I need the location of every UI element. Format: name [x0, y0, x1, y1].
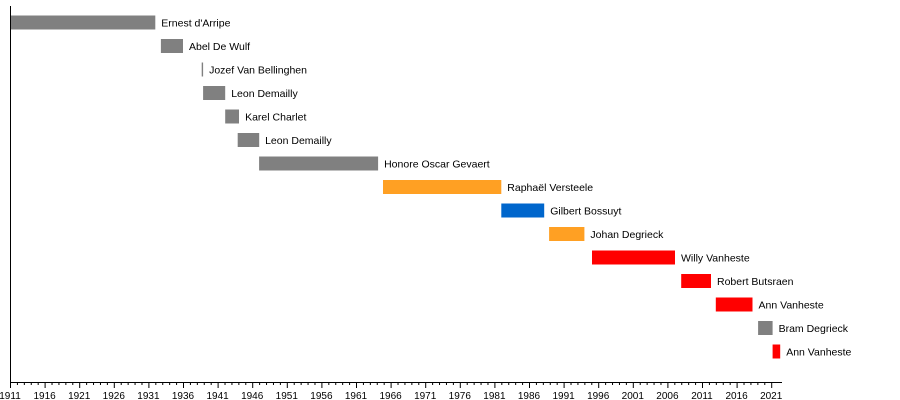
x-tick-label: 1996 [587, 391, 610, 400]
x-tick-label: 1976 [449, 391, 472, 400]
timeline-bar [681, 274, 711, 288]
bar-label: Gilbert Bossuyt [550, 205, 621, 217]
bar-label: Ernest d'Arripe [161, 17, 230, 29]
x-tick-label: 2016 [725, 391, 748, 400]
x-tick-label: 1946 [241, 391, 264, 400]
x-tick-label: 1931 [137, 391, 160, 400]
x-tick-label: 1951 [276, 391, 299, 400]
x-tick-label: 2006 [656, 391, 679, 400]
x-tick-label: 2021 [760, 391, 783, 400]
x-tick-label: 1986 [518, 391, 541, 400]
timeline-bar [772, 344, 781, 359]
timeline-bar [501, 203, 545, 218]
x-ticks-group: 1911 1916 1921 1926 1931 1936 1941 1946 1951 1956… [0, 382, 783, 400]
x-tick-label: 1936 [172, 391, 195, 400]
bar-label: Karel Charlet [245, 111, 306, 123]
timeline-bar [10, 15, 156, 30]
labels-group: Ernest d'Arripe Abel De Wulf Jozef Van Bel… [161, 17, 851, 358]
bar-label: Leon Demailly [231, 88, 298, 100]
x-tick-label: 1911 [0, 391, 21, 400]
timeline-bar [203, 86, 226, 100]
timeline-bar [758, 321, 773, 335]
timeline-bar [549, 227, 585, 241]
x-tick-label: 1956 [310, 391, 333, 400]
bar-label: Leon Demailly [265, 135, 332, 147]
x-tick-label: 2001 [622, 391, 645, 400]
bars-group [10, 15, 781, 359]
timeline-bar [259, 156, 379, 171]
x-tick-label: 1916 [33, 391, 56, 400]
timeline-bar [225, 109, 239, 124]
bar-label: Johan Degrieck [590, 229, 664, 241]
x-tick-label: 1926 [103, 391, 126, 400]
bar-label: Willy Vanheste [681, 252, 750, 264]
timeline-bar [383, 180, 502, 194]
x-tick-label: 1921 [68, 391, 91, 400]
timeline-bar [160, 39, 183, 53]
x-tick-label: 1961 [345, 391, 368, 400]
bar-label: Robert Butsraen [717, 276, 794, 288]
timeline-bar [592, 250, 675, 265]
x-tick-label: 1971 [414, 391, 437, 400]
timeline-bar [715, 297, 753, 312]
timeline-bar [237, 133, 260, 147]
bar-label: Abel De Wulf [189, 41, 250, 53]
x-tick-label: 1981 [483, 391, 506, 400]
timeline-bar [201, 62, 204, 77]
x-tick-label: 2011 [691, 391, 713, 400]
bar-label: Bram Degrieck [779, 323, 849, 335]
bar-label: Raphaël Versteele [507, 182, 593, 194]
x-tick-label: 1966 [379, 391, 402, 400]
bar-label: Jozef Van Bellinghen [209, 64, 307, 76]
bar-label: Ann Vanheste [786, 346, 851, 358]
bar-label: Ann Vanheste [759, 299, 824, 311]
x-tick-label: 1991 [552, 391, 575, 400]
bar-label: Honore Oscar Gevaert [384, 158, 490, 170]
x-tick-label: 1941 [206, 391, 229, 400]
